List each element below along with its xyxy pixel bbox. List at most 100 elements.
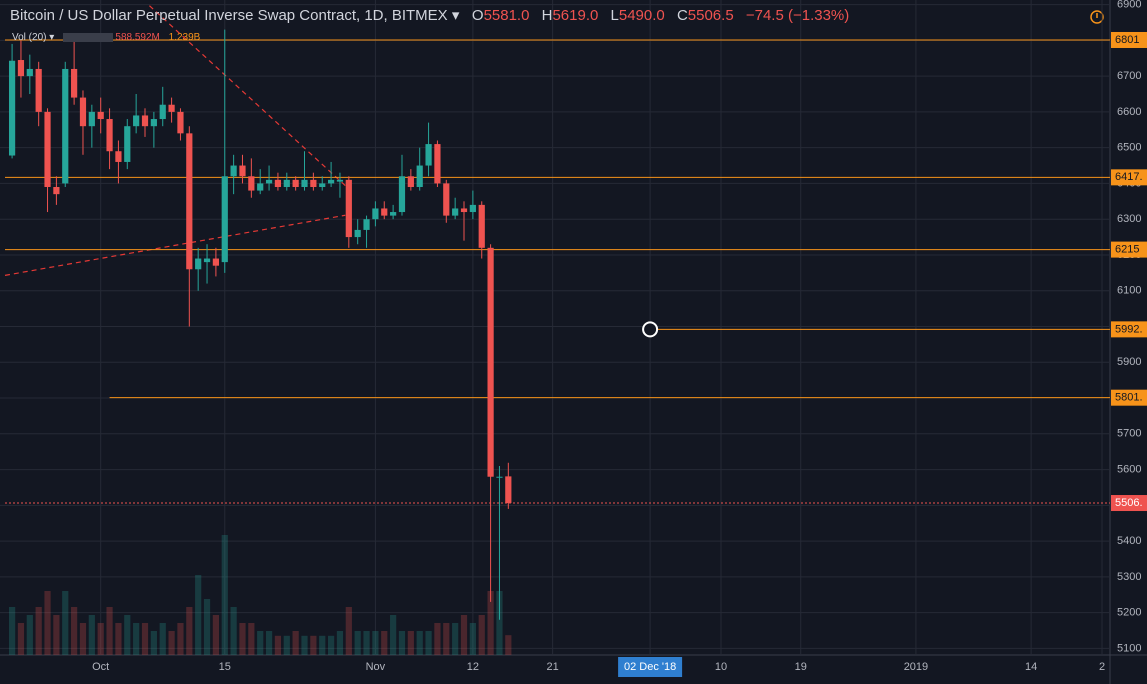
candle-body <box>53 187 60 195</box>
candle-body <box>177 111 184 134</box>
candle-body <box>354 229 361 238</box>
candle-body <box>505 476 512 504</box>
candle-body <box>35 68 42 112</box>
volume-bar <box>283 635 290 655</box>
volume-bar <box>230 607 237 655</box>
volume-bar <box>336 631 344 655</box>
volume-bar <box>239 623 246 655</box>
volume-bar <box>301 635 308 655</box>
y-tick-label: 6700 <box>1117 70 1141 82</box>
candle-body <box>336 179 344 182</box>
x-tick-label: 10 <box>715 661 727 673</box>
volume-bar <box>62 591 69 655</box>
y-tick-label: 6500 <box>1117 142 1141 154</box>
ohlc-value: 5619.0 <box>552 7 599 24</box>
volume-bar <box>398 631 406 655</box>
candle-body <box>186 133 193 270</box>
volume-bar <box>354 631 361 655</box>
x-tick-highlight <box>618 657 683 677</box>
volume-bar <box>487 591 494 655</box>
volume-last: 1.239B <box>168 32 201 43</box>
candle-body <box>97 111 104 120</box>
volume-bar <box>8 607 16 655</box>
level-label-box <box>1111 169 1147 186</box>
x-tick-label: 2019 <box>904 661 928 673</box>
volume-bar <box>71 607 78 655</box>
candle-body <box>274 179 282 187</box>
legend-header: Bitcoin / US Dollar Perpetual Inverse Sw… <box>10 7 850 24</box>
candle-body <box>372 208 379 220</box>
volume-bar <box>212 615 219 655</box>
volume-bar <box>265 631 273 655</box>
volume-title[interactable]: Vol (20) <box>12 32 47 43</box>
ohlc-value: 5490.0 <box>618 7 665 24</box>
volume-bar <box>248 623 255 655</box>
volume-bar <box>106 607 113 655</box>
volume-bar <box>124 615 131 655</box>
candle-body <box>248 176 255 191</box>
volume-bar <box>203 599 211 655</box>
level-label-box <box>1111 31 1147 48</box>
candle-body <box>390 212 397 216</box>
level-label-box <box>1111 241 1147 258</box>
x-tick-label: 19 <box>795 661 807 673</box>
symbol-title[interactable]: Bitcoin / US Dollar Perpetual Inverse Sw… <box>10 7 448 24</box>
candle-body <box>8 60 16 156</box>
candle-body <box>88 111 95 127</box>
volume-bar <box>186 607 193 655</box>
candle-body <box>416 165 423 187</box>
candle-body <box>283 179 290 187</box>
candle-body <box>496 476 503 478</box>
candle-body <box>292 179 299 187</box>
candle-body <box>487 247 494 477</box>
volume-bar <box>363 631 370 655</box>
candle-body <box>133 115 140 127</box>
volume-bar <box>407 631 414 655</box>
y-tick-label: 5200 <box>1117 607 1141 619</box>
volume-bar <box>327 635 335 655</box>
volume-bar <box>416 631 423 655</box>
x-tick-label: Nov <box>366 661 386 673</box>
volume-bar <box>141 623 149 655</box>
candle-body <box>26 68 33 77</box>
candle-body <box>363 219 370 230</box>
volume-bar <box>274 635 282 655</box>
candle-body <box>44 111 51 187</box>
alert-icon[interactable] <box>1090 10 1104 24</box>
ohlc-value: 5506.5 <box>687 7 734 24</box>
y-tick-label: 5400 <box>1117 535 1141 547</box>
volume-bar <box>195 575 202 655</box>
candle-body <box>381 208 388 216</box>
candle-body <box>79 97 87 127</box>
volume-bar <box>381 631 388 655</box>
candle-body <box>398 176 406 213</box>
volume-bar <box>460 615 468 655</box>
candle-body <box>115 151 122 162</box>
candle-body <box>469 204 476 213</box>
volume-bar <box>372 631 379 655</box>
volume-bar <box>115 623 122 655</box>
volume-controls[interactable] <box>62 32 113 42</box>
x-tick-label: 02 Dec '18 <box>624 661 676 673</box>
x-tick-label: 21 <box>547 661 559 673</box>
volume-bar <box>434 623 441 655</box>
volume-bar <box>17 623 25 655</box>
candle-body <box>230 165 237 177</box>
candle-body <box>265 179 273 184</box>
volume-ma: 588.592M <box>115 32 160 43</box>
volume-bar <box>177 623 184 655</box>
ohlc-label: O <box>471 7 484 24</box>
volume-bar <box>505 635 512 655</box>
candle-body <box>407 176 414 187</box>
level-label-box <box>1111 389 1147 406</box>
ohlc-label: H <box>541 7 553 24</box>
candle-body <box>327 179 335 184</box>
volume-bar <box>478 615 485 655</box>
volume-bar <box>159 623 166 655</box>
level-label-box <box>1111 495 1147 512</box>
candle-body <box>310 179 317 187</box>
level-label-box <box>1111 321 1147 338</box>
candle-body <box>257 183 264 191</box>
candle-body <box>319 183 326 187</box>
